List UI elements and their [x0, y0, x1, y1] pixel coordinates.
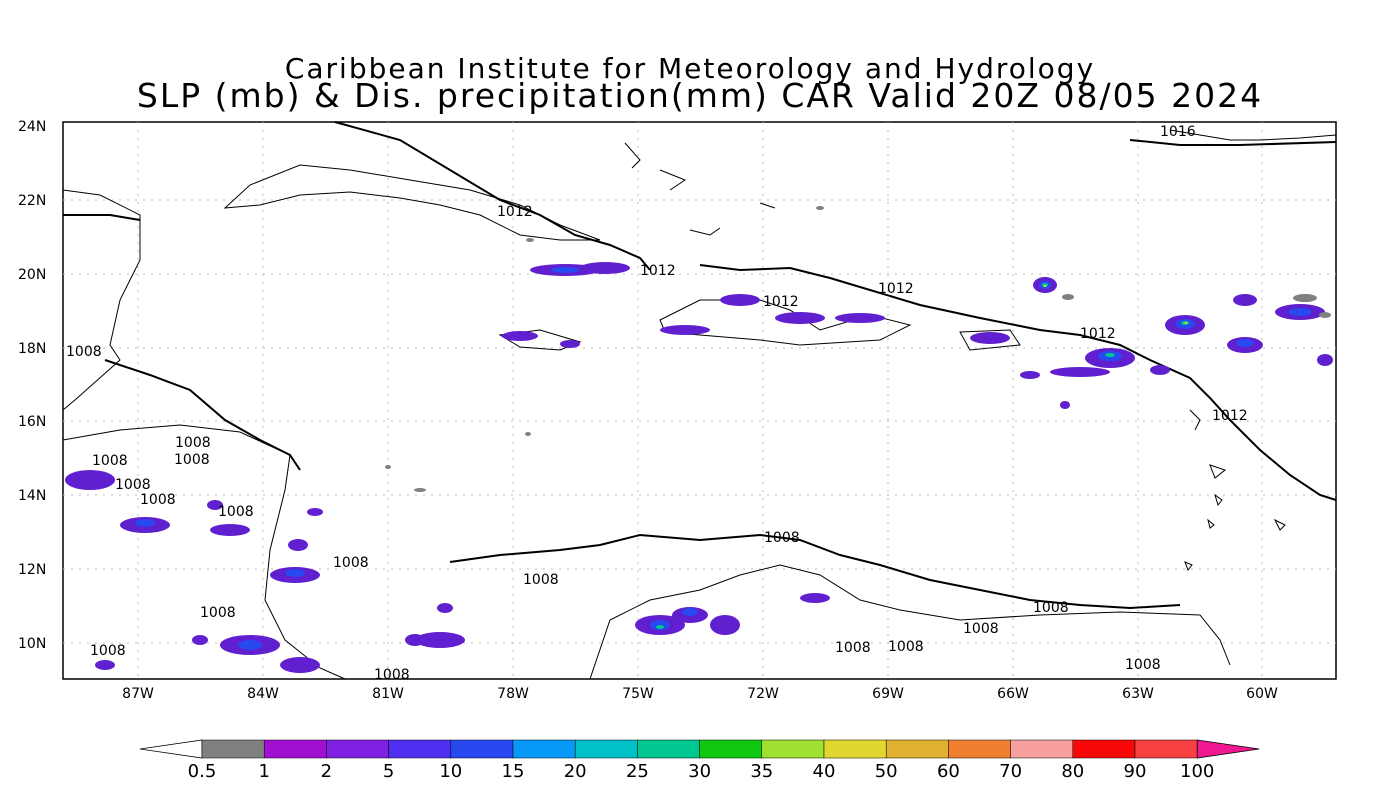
colorbar-label: 10	[439, 761, 462, 782]
isobar-label: 1008	[1033, 600, 1069, 616]
colorbar-swatch	[326, 739, 389, 759]
colorbar-low-end	[139, 739, 203, 759]
lon-label: 87W	[122, 686, 154, 702]
lon-label: 72W	[747, 686, 779, 702]
lat-label: 24N	[18, 119, 46, 135]
colorbar-label: 20	[564, 761, 587, 782]
colorbar-label: 35	[750, 761, 773, 782]
colorbar-swatch	[388, 739, 452, 759]
latitude-axis: 24N 22N 20N 18N 16N 14N 12N 10N	[18, 119, 46, 652]
colorbar-swatch	[1010, 739, 1074, 759]
colorbar-swatch	[948, 739, 1011, 759]
isobar-label: 1008	[963, 621, 999, 637]
map-frame	[62, 121, 1337, 680]
colorbar-label: 60	[937, 761, 960, 782]
lon-label: 78W	[497, 686, 529, 702]
colorbar-swatch	[201, 739, 265, 759]
isobar-label: 1008	[175, 435, 211, 451]
colorbar-label: 40	[813, 761, 836, 782]
colorbar-swatch	[885, 739, 949, 759]
isobar-label: 1012	[763, 294, 799, 310]
isobar-label: 1008	[90, 643, 126, 659]
isobar-label: 1008	[374, 667, 410, 683]
lon-label: 66W	[997, 686, 1029, 702]
lat-label: 16N	[18, 414, 46, 430]
colorbar-swatch	[512, 739, 576, 759]
colorbar-high-end	[1196, 739, 1260, 759]
isobar-label: 1012	[1080, 326, 1116, 342]
isobar-label: 1012	[640, 263, 676, 279]
isobar-labels: 1016 1012 1012 1012 1012 1012 1012 1008 …	[66, 124, 1248, 683]
colorbar-label: 80	[1061, 761, 1084, 782]
lon-label: 75W	[622, 686, 654, 702]
isobar-label: 1008	[333, 555, 369, 571]
isobar-label: 1012	[497, 204, 533, 220]
isobar-label: 1016	[1160, 124, 1196, 140]
colorbar-label: 2	[321, 761, 332, 782]
isobar-label: 1008	[92, 453, 128, 469]
isobar-label: 1008	[115, 477, 151, 493]
colorbar-swatch	[1134, 739, 1198, 759]
colorbar-swatch	[637, 739, 700, 759]
colorbar-label: 15	[502, 761, 525, 782]
lat-label: 22N	[18, 193, 46, 209]
colorbar-swatch	[823, 739, 887, 759]
lat-label: 10N	[18, 636, 46, 652]
lon-label: 63W	[1122, 686, 1154, 702]
isobar-label: 1008	[140, 492, 176, 508]
colorbar-label: 1	[258, 761, 269, 782]
longitude-axis: 87W 84W 81W 78W 75W 72W 69W 66W 63W 60W	[122, 686, 1278, 702]
colorbar-swatch	[450, 739, 514, 759]
colorbar-label: 25	[626, 761, 649, 782]
isobars	[63, 121, 1337, 610]
isobar-label: 1008	[835, 640, 871, 656]
isobar-label: 1008	[523, 572, 559, 588]
colorbar-swatch	[1072, 739, 1136, 759]
precipitation-overlay	[65, 206, 1333, 673]
coastlines	[62, 129, 1337, 680]
colorbar-swatch	[699, 739, 763, 759]
isobar-label: 1008	[200, 605, 236, 621]
isobar-label: 1008	[174, 452, 210, 468]
colorbar-swatch	[574, 739, 638, 759]
isobar-label: 1008	[764, 530, 800, 546]
colorbar-label: 90	[1124, 761, 1147, 782]
colorbar-swatch	[263, 739, 327, 759]
isobar-label: 1008	[66, 344, 102, 360]
colorbar-label: 50	[875, 761, 898, 782]
title-line-2: SLP (mb) & Dis. precipitation(mm) CAR Va…	[136, 76, 1264, 115]
colorbar-label: 5	[383, 761, 394, 782]
isobar-label: 1008	[1125, 657, 1161, 673]
isobar-label: 1012	[1212, 408, 1248, 424]
lon-label: 84W	[247, 686, 279, 702]
lon-label: 60W	[1246, 686, 1278, 702]
colorbar-label: 70	[999, 761, 1022, 782]
colorbar-label: 0.5	[188, 761, 217, 782]
title-line-1: Caribbean Institute for Meteorology and …	[284, 52, 1096, 85]
colorbar-label: 30	[688, 761, 711, 782]
isobar-label: 1008	[218, 504, 254, 520]
lat-label: 14N	[18, 488, 46, 504]
lat-label: 18N	[18, 341, 46, 357]
lon-label: 69W	[872, 686, 904, 702]
colorbar-swatch	[761, 739, 825, 759]
isobar-label: 1008	[888, 639, 924, 655]
colorbar: 0.5 1 2 5 10 15 20 25 30 35 40 50 60 70 80 90 100	[139, 739, 1260, 782]
isobar-label: 1012	[878, 281, 914, 297]
colorbar-label: 100	[1180, 761, 1214, 782]
lat-label: 12N	[18, 562, 46, 578]
lon-label: 81W	[372, 686, 404, 702]
lat-label: 20N	[18, 267, 46, 283]
graticule	[63, 122, 1336, 679]
